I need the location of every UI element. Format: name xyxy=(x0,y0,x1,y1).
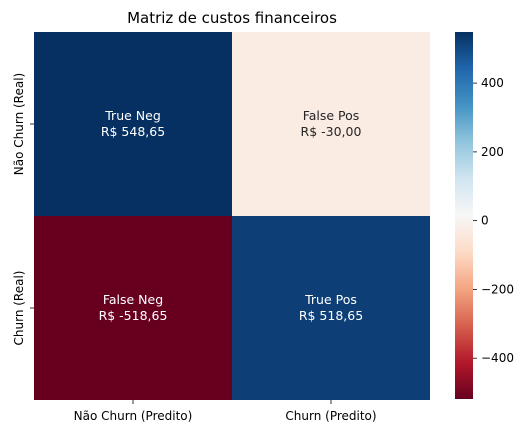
x-tick-label: Não Churn (Predito) xyxy=(74,409,193,423)
heatmap-cell xyxy=(34,32,232,216)
heatmap-cell xyxy=(34,216,232,400)
colorbar-tick-label: 200 xyxy=(481,145,504,159)
colorbar-ticks: 400 200 0 −200 −400 xyxy=(473,76,514,365)
chart-title: Matriz de custos financeiros xyxy=(127,9,337,27)
y-tick-label: Churn (Real) xyxy=(12,271,26,346)
cell-value-label: R$ -30,00 xyxy=(301,124,362,139)
colorbar-tick-label: 0 xyxy=(481,214,489,228)
cell-value-label: R$ -518,65 xyxy=(99,308,168,323)
y-tick-label: Não Churn (Real) xyxy=(12,73,26,175)
cell-label: True Pos xyxy=(304,292,357,307)
cell-value-label: R$ 548,65 xyxy=(101,124,165,139)
cell-label: False Neg xyxy=(103,292,163,307)
x-tick-label: Churn (Predito) xyxy=(285,409,376,423)
x-axis: Não Churn (Predito) Churn (Predito) xyxy=(74,400,377,423)
colorbar-tick-label: −400 xyxy=(481,351,514,365)
colorbar-tick-label: 400 xyxy=(481,76,504,90)
colorbar-tick-label: −200 xyxy=(481,282,514,296)
colorbar xyxy=(455,32,473,399)
heatmap-cell xyxy=(232,32,430,216)
cell-value-label: R$ 518,65 xyxy=(299,308,363,323)
heatmap-cell xyxy=(232,216,430,400)
cell-label: True Neg xyxy=(104,108,161,123)
cell-label: False Pos xyxy=(303,108,360,123)
colorbar-gradient xyxy=(455,32,473,399)
y-axis: Não Churn (Real) Churn (Real) xyxy=(12,73,34,346)
